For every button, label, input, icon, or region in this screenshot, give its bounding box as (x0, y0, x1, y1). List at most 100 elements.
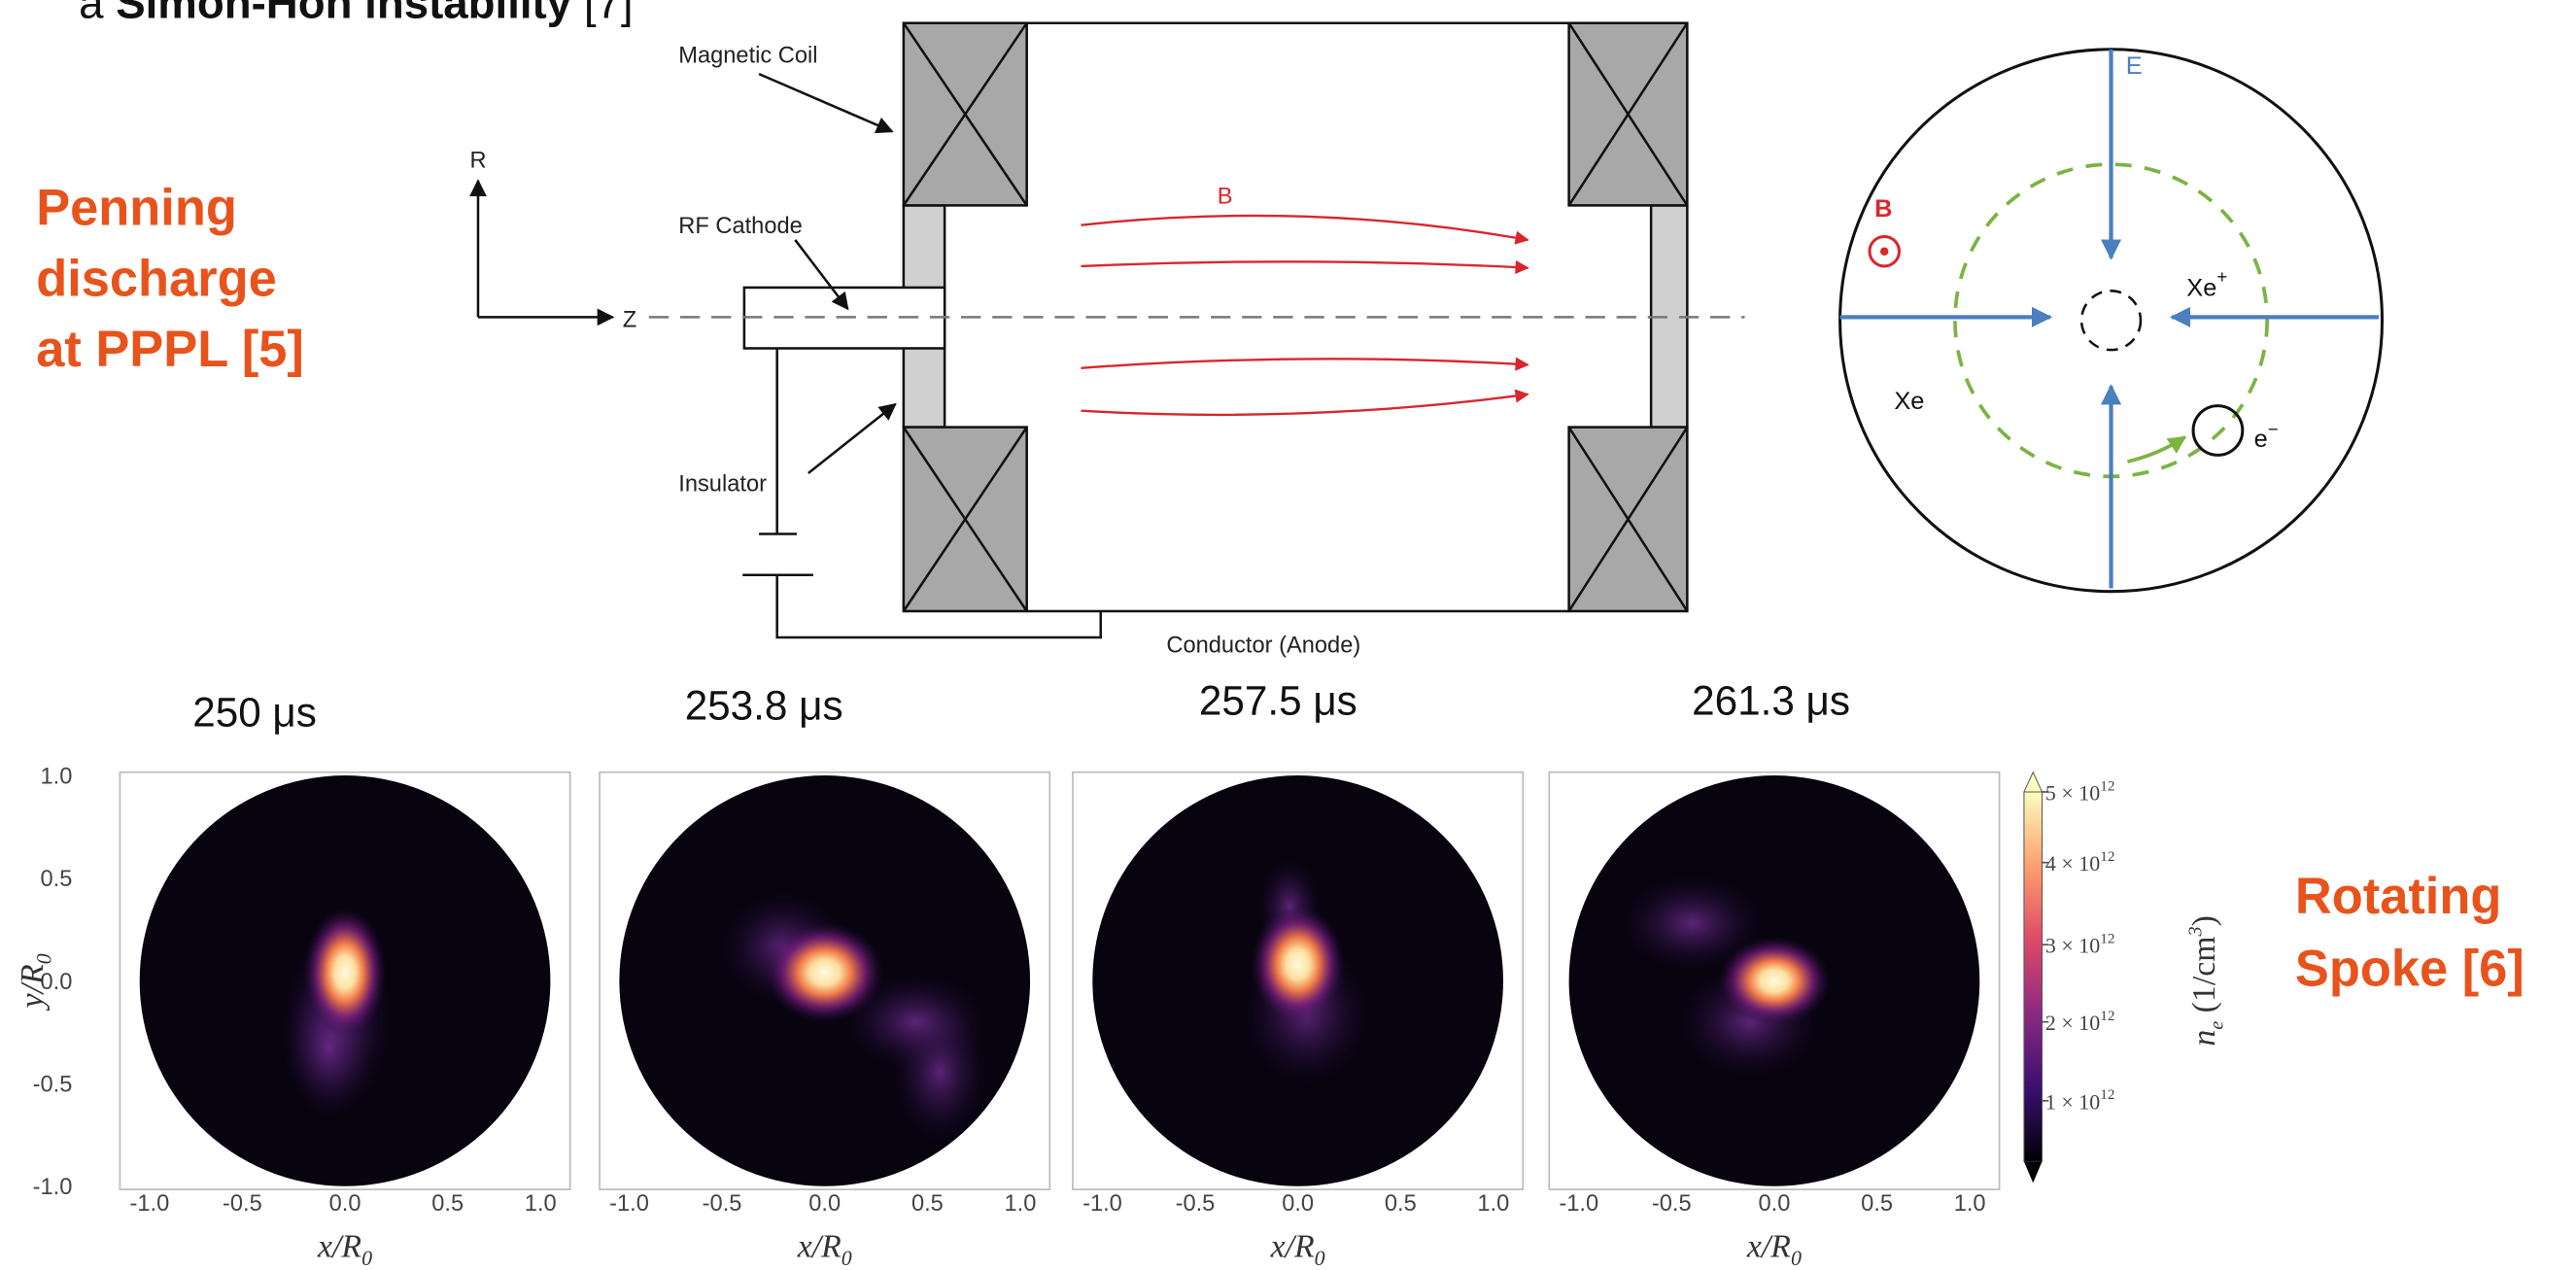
x-tick-label: 0.0 (1758, 1191, 1790, 1217)
penning-label: discharge (36, 251, 277, 307)
y-label: y/R (15, 964, 51, 1011)
density-blobs (279, 907, 395, 1121)
density-blob (1718, 936, 1831, 1026)
neutral-label: Xe (1894, 388, 1924, 415)
schematic (469, 21, 1745, 639)
density-panel: 257.5 μs -1.0 -0.5 0.0 0.5 1.0 x/R0 (1072, 677, 1525, 1270)
cb-power: 3 (2185, 926, 2207, 937)
colorbar (2023, 771, 2044, 1184)
x-label: x/R (1746, 1228, 1791, 1264)
spoke-label: Rotating (2295, 869, 2502, 925)
b-dot-label: B (1874, 195, 1892, 223)
colorbar-tick-label: 3 × 1012 (2045, 931, 2115, 958)
x-axis-label: x/R0 (1746, 1228, 1802, 1269)
x-tick-label: 0.5 (1385, 1191, 1417, 1217)
ion-charge: + (2216, 266, 2227, 287)
x-tick-label: 0.0 (1282, 1191, 1314, 1217)
time-label: 253.8 μs (685, 683, 843, 729)
x-tick-label: 1.0 (1477, 1191, 1509, 1217)
cb-sub: e (2207, 1021, 2228, 1030)
x-tick-label: -1.0 (1559, 1191, 1598, 1217)
y-axis-label: y/R0 (15, 953, 55, 1011)
x-label-sub: 0 (841, 1246, 852, 1270)
cb-exponent: 12 (2100, 1086, 2114, 1103)
x-tick-label: 0.0 (329, 1191, 361, 1217)
cb-exponent: 12 (2100, 848, 2114, 865)
y-tick-label: -1.0 (33, 1175, 73, 1200)
insulator-label: Insulator (678, 472, 767, 498)
colorbar-tick-label: 1 × 1012 (2045, 1086, 2115, 1114)
coil-label: Magnetic Coil (678, 43, 817, 68)
density-blob (1250, 905, 1346, 1024)
x-label: x/R (1270, 1228, 1315, 1264)
header-bold: Simon-Hoh instability (116, 0, 572, 28)
x-label-sub: 0 (1315, 1246, 1325, 1270)
y-tick-label: 0.5 (40, 867, 72, 892)
time-label: 257.5 μs (1199, 677, 1357, 723)
x-label-sub: 0 (361, 1246, 372, 1270)
cb-mantissa: 4 × 10 (2045, 851, 2100, 875)
density-blob (765, 922, 884, 1023)
cathode-label: RF Cathode (678, 214, 803, 239)
x-tick-label: 1.0 (1954, 1191, 1986, 1217)
colorbar-tick-label: 2 × 1012 (2045, 1008, 2115, 1035)
penning-label: Penning (36, 181, 237, 237)
x-tick-label: 1.0 (525, 1191, 557, 1217)
cb-exponent: 12 (2100, 777, 2114, 794)
ion: Xe (2186, 274, 2216, 301)
x-tick-label: 0.5 (431, 1191, 464, 1217)
x-tick-label: 1.0 (1004, 1191, 1036, 1217)
cb-exponent: 12 (2100, 931, 2114, 947)
density-blob (841, 972, 989, 1072)
density-blob (1618, 874, 1767, 973)
header: a Simon-Hoh instability [7] (79, 0, 633, 28)
r-axis-label: R (470, 148, 487, 173)
time-label: 261.3 μs (1692, 677, 1850, 723)
x-label: x/R (797, 1228, 841, 1264)
electron-charge: − (2268, 419, 2279, 439)
cross-section (1838, 48, 2385, 594)
anode-label: Conductor (Anode) (1166, 633, 1360, 658)
x-tick-label: -0.5 (223, 1191, 262, 1217)
x-tick-label: -1.0 (129, 1191, 169, 1217)
density-blob (303, 907, 387, 1038)
density-panel: 250 μs -1.0 -0.5 0.0 0.5 1.0 x/R0 (119, 689, 571, 1270)
x-tick-label: 0.0 (808, 1191, 841, 1217)
density-blobs (1618, 874, 1831, 1080)
density-blobs (717, 890, 989, 1146)
density-panel: 261.3 μs -1.0 -0.5 0.0 0.5 1.0 x/R0 (1548, 677, 2001, 1270)
x-axis-label: x/R0 (317, 1228, 372, 1269)
x-tick-label: -1.0 (1082, 1191, 1122, 1217)
x-tick-label: -0.5 (703, 1191, 742, 1217)
cb-exponent: 12 (2100, 1008, 2114, 1024)
x-tick-label: 0.5 (1861, 1191, 1893, 1217)
colorbar-label: ne (1/cm3) (2185, 915, 2228, 1047)
b-label: B (1218, 185, 1233, 210)
cb-mantissa: 5 × 10 (2045, 780, 2100, 805)
header-prefix: a (79, 0, 116, 28)
e-field-label: E (2126, 52, 2143, 80)
x-tick-label: -0.5 (1176, 1191, 1216, 1217)
penning-label: at PPPL [5] (36, 322, 304, 378)
z-axis-label: Z (623, 307, 636, 332)
x-label: x/R (317, 1228, 361, 1264)
x-axis-label: x/R0 (1270, 1228, 1325, 1269)
cb-n: n (2186, 1030, 2222, 1047)
y-label-sub: 0 (31, 953, 55, 964)
x-tick-label: -0.5 (1652, 1191, 1692, 1217)
colorbar-tick-label: 5 × 1012 (2045, 777, 2115, 805)
density-panel: 253.8 μs -1.0 -0.5 0.0 0.5 1.0 x/R0 (599, 683, 1051, 1270)
x-tick-label: -1.0 (609, 1191, 649, 1217)
colorbar-tick-label: 4 × 1012 (2045, 848, 2115, 875)
density-blobs (1240, 857, 1372, 1088)
x-tick-label: 0.5 (911, 1191, 944, 1217)
cb-mantissa: 3 × 10 (2045, 934, 2100, 958)
electron-label: e− (2254, 419, 2279, 453)
y-tick-label: 0.0 (40, 970, 72, 995)
cb-unit: (1/cm (2186, 936, 2222, 1020)
x-axis-label: x/R0 (797, 1228, 852, 1269)
ion-label: Xe+ (2186, 266, 2227, 302)
x-label-sub: 0 (1791, 1246, 1802, 1270)
